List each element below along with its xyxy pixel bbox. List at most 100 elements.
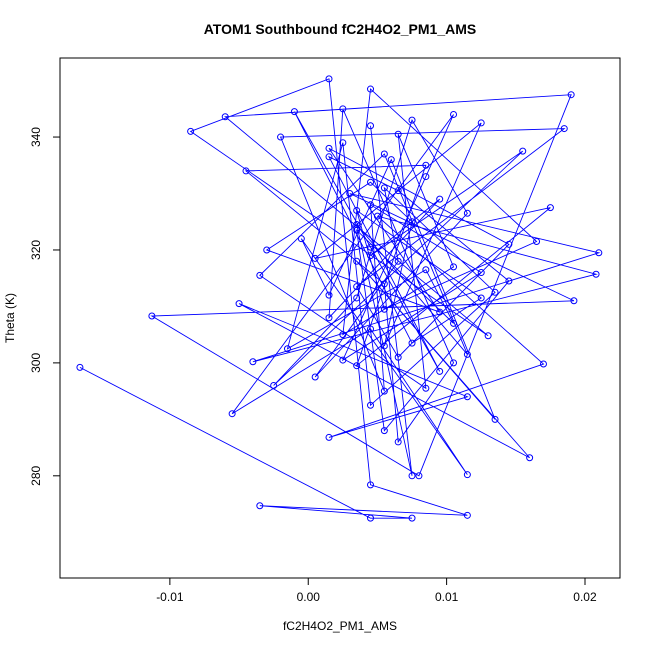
data-point — [422, 384, 430, 392]
data-point — [450, 319, 458, 327]
y-axis-label: Theta (K) — [3, 293, 17, 343]
data-point — [394, 257, 402, 265]
data-point — [570, 297, 578, 305]
data-point — [387, 156, 395, 164]
data-point — [450, 359, 458, 367]
data-point — [311, 373, 319, 381]
data-point — [436, 367, 444, 375]
data-point — [408, 116, 416, 124]
data-point — [567, 91, 575, 99]
data-point — [463, 350, 471, 358]
data-point — [353, 221, 361, 229]
data-point — [325, 75, 333, 83]
data-point — [463, 209, 471, 217]
data-point — [256, 502, 264, 510]
chart-title: ATOM1 Southbound fC2H4O2_PM1_AMS — [204, 21, 477, 37]
x-axis-label: fC2H4O2_PM1_AMS — [283, 619, 397, 633]
data-point — [408, 339, 416, 347]
data-point — [277, 133, 285, 141]
data-point — [353, 257, 361, 265]
data-point — [505, 240, 513, 248]
data-point — [367, 122, 375, 130]
data-point — [367, 325, 375, 333]
data-point — [373, 212, 381, 220]
data-point — [290, 108, 298, 116]
data-point — [339, 139, 347, 147]
data-point — [339, 356, 347, 364]
data-point — [367, 401, 375, 409]
data-point — [408, 472, 416, 480]
data-point — [221, 113, 229, 121]
data-point — [450, 263, 458, 271]
y-tick-label: 320 — [29, 240, 43, 260]
data-point — [325, 291, 333, 299]
data-point — [463, 511, 471, 519]
data-point — [235, 300, 243, 308]
data-point — [491, 415, 499, 423]
data-point — [408, 218, 416, 226]
data-point — [463, 471, 471, 479]
data-point — [380, 305, 388, 313]
data-point — [380, 387, 388, 395]
data-point — [339, 331, 347, 339]
data-point — [367, 85, 375, 93]
data-point — [477, 269, 485, 277]
data-point — [592, 270, 600, 278]
data-point — [325, 314, 333, 322]
x-tick-label: 0.00 — [297, 590, 321, 604]
data-line — [79, 78, 601, 519]
y-tick-label: 280 — [29, 465, 43, 485]
data-point — [380, 342, 388, 350]
data-point — [325, 144, 333, 152]
data-point — [256, 271, 264, 279]
data-point — [367, 514, 375, 522]
data-point — [408, 514, 416, 522]
data-point — [415, 472, 423, 480]
data-point — [311, 254, 319, 262]
data-point — [353, 362, 361, 370]
data-point — [484, 332, 492, 340]
data-point — [367, 201, 375, 209]
y-tick-label: 340 — [29, 127, 43, 147]
data-point — [526, 454, 534, 462]
data-point — [436, 308, 444, 316]
data-point — [380, 280, 388, 288]
data-point — [353, 283, 361, 291]
data-point — [242, 167, 250, 175]
data-point — [422, 266, 430, 274]
data-point — [283, 345, 291, 353]
data-point — [367, 178, 375, 186]
data-point — [450, 110, 458, 118]
data-point — [339, 105, 347, 113]
data-point — [595, 249, 603, 257]
data-point — [380, 150, 388, 158]
data-point — [422, 161, 430, 169]
data-point — [367, 243, 375, 251]
data-point — [422, 173, 430, 181]
data-point — [76, 363, 84, 371]
data-point — [263, 246, 271, 254]
data-point — [477, 294, 485, 302]
data-point — [367, 252, 375, 260]
data-point — [249, 358, 257, 366]
data-point — [353, 206, 361, 214]
data-point — [477, 119, 485, 127]
data-point — [436, 195, 444, 203]
data-point — [463, 393, 471, 401]
data-point — [325, 153, 333, 161]
x-tick-label: -0.01 — [156, 590, 184, 604]
data-point — [533, 237, 541, 245]
data-point — [519, 147, 527, 155]
data-point — [297, 235, 305, 243]
data-point — [394, 438, 402, 446]
data-point — [560, 125, 568, 133]
data-point — [380, 427, 388, 435]
y-tick-label: 300 — [29, 353, 43, 373]
data-point — [394, 130, 402, 138]
data-point — [539, 360, 547, 368]
x-tick-label: 0.02 — [573, 590, 597, 604]
data-point — [546, 204, 554, 212]
x-tick-label: 0.01 — [435, 590, 459, 604]
